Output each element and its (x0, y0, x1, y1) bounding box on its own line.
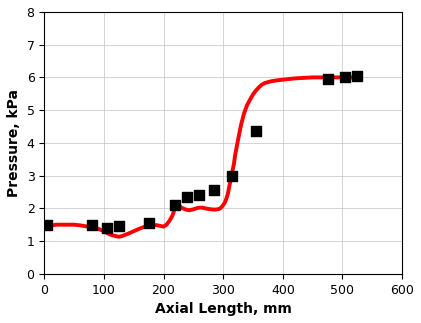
Point (229, 173, 235, 178)
Point (324, 77, 331, 82)
Point (44, 222, 51, 227)
Point (354, 73, 361, 78)
X-axis label: Axial Length, mm: Axial Length, mm (155, 302, 292, 316)
Point (172, 203, 179, 208)
Point (211, 188, 218, 193)
Point (196, 193, 203, 198)
Point (342, 75, 349, 80)
Point (88, 222, 95, 227)
Point (145, 221, 152, 226)
Point (115, 224, 122, 229)
Point (104, 225, 110, 231)
Point (253, 129, 259, 134)
Y-axis label: Pressure, kPa: Pressure, kPa (7, 89, 21, 197)
Point (184, 194, 191, 199)
